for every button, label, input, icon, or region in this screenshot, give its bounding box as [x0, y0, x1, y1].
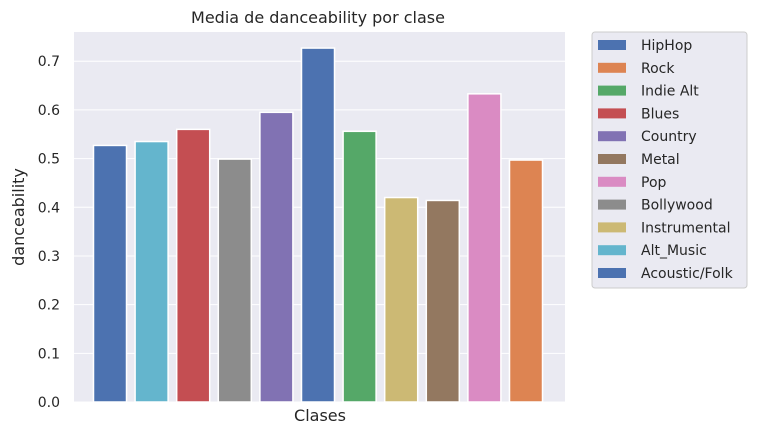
bar-rock: [508, 159, 544, 403]
y-tick-label: 0.5: [38, 152, 60, 168]
legend-label: Instrumental: [641, 220, 731, 236]
bar-metal: [425, 199, 461, 403]
legend-box: [591, 31, 748, 289]
legend-swatch: [598, 222, 626, 233]
y-tick-label: 0.1: [38, 346, 60, 362]
y-tick-label: 0.6: [38, 103, 60, 119]
legend-swatch: [598, 245, 626, 256]
bar-hiphop: [92, 144, 128, 403]
bars: [92, 47, 544, 403]
legend-label: Metal: [641, 152, 680, 168]
legend-swatch: [598, 85, 626, 96]
legend-label: Rock: [641, 61, 675, 77]
legend-label: HipHop: [641, 38, 692, 54]
y-axis-ticks: 0.0 0.1 0.2 0.3 0.4 0.5 0.6 0.7: [38, 54, 60, 411]
x-axis-title: Clases: [294, 406, 346, 425]
bar-blues: [175, 128, 211, 403]
legend-swatch: [598, 268, 626, 278]
y-axis-title: danceability: [9, 168, 28, 266]
chart-title: Media de danceability por clase: [191, 8, 445, 27]
bar-acoustic-folk: [300, 47, 336, 403]
bar-alt-music: [134, 140, 169, 403]
legend-label: Blues: [641, 106, 679, 122]
legend-label: Indie Alt: [641, 84, 699, 100]
bar-country: [259, 111, 294, 403]
bar-instrumental: [383, 196, 419, 403]
bar-pop: [467, 93, 502, 403]
y-tick-label: 0.2: [38, 298, 60, 314]
y-tick-label: 0.3: [38, 249, 60, 265]
legend-label: Alt_Music: [641, 243, 707, 259]
legend-swatch: [598, 40, 626, 50]
legend-label: Bollywood: [641, 198, 713, 214]
legend-swatch: [598, 176, 626, 187]
legend-label: Country: [641, 129, 697, 145]
legend-label: Pop: [641, 175, 667, 191]
legend-label: Acoustic/Folk: [641, 266, 734, 282]
legend-swatch: [598, 62, 626, 73]
y-tick-label: 0.0: [38, 395, 60, 411]
legend-swatch: [598, 199, 626, 210]
bar-indie-alt: [342, 130, 377, 403]
legend-swatch: [598, 108, 626, 119]
y-tick-label: 0.4: [38, 200, 60, 216]
legend-swatch: [598, 131, 626, 142]
bar-bollywood: [217, 158, 253, 403]
y-tick-label: 0.7: [38, 54, 60, 70]
legend-swatch: [598, 154, 626, 164]
legend: HipHop Rock Indie Alt Blues Country Metal Pop B…: [591, 31, 748, 289]
